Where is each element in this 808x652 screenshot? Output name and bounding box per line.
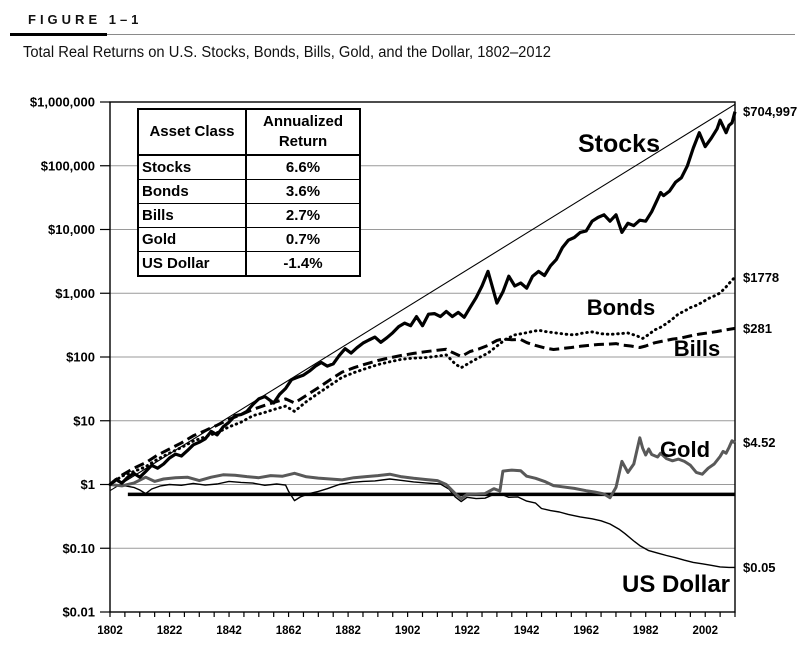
legend-row-stocks: Stocks 6.6%	[137, 154, 361, 180]
legend-return-us-dollar: -1.4%	[245, 251, 361, 277]
dollar-end-value: $0.05	[743, 560, 776, 575]
figure-rule	[10, 33, 795, 36]
legend-asset-bonds: Bonds	[137, 179, 247, 204]
x-axis-label: 1922	[454, 625, 480, 637]
legend-table: Asset Class Annualized Return Stocks 6.6…	[137, 108, 361, 277]
bills-line	[109, 326, 736, 486]
stocks-series-label: Stocks	[578, 130, 660, 158]
stocks-line	[108, 111, 737, 486]
dollar-series-label: US Dollar	[622, 571, 730, 598]
x-axis-label: 1902	[395, 625, 421, 637]
y-axis-label: $1	[81, 477, 95, 492]
legend-return-gold: 0.7%	[245, 227, 361, 252]
x-axis-label: 1862	[276, 625, 302, 637]
bonds-line	[108, 275, 737, 486]
stocks-end-value: $704,997	[743, 104, 797, 119]
gold-line	[109, 436, 736, 501]
y-axis-label: $1,000	[55, 286, 95, 301]
legend-row-us-dollar: US Dollar -1.4%	[137, 251, 361, 277]
legend-row-bonds: Bonds 3.6%	[137, 179, 361, 204]
legend-header-asset-class: Asset Class	[137, 108, 247, 156]
stocks-trend-line	[109, 103, 736, 492]
legend-return-bonds: 3.6%	[245, 179, 361, 204]
x-axis-label: 1822	[157, 625, 183, 637]
bonds-end-value: $1778	[743, 270, 779, 285]
y-axis-label: $10,000	[48, 222, 95, 237]
legend-asset-us-dollar: US Dollar	[137, 251, 247, 277]
y-axis-label: $0.01	[62, 605, 95, 620]
legend-row-bills: Bills 2.7%	[137, 203, 361, 228]
x-axis-label: 1962	[573, 625, 599, 637]
plot-border	[109, 101, 736, 613]
legend-row-gold: Gold 0.7%	[137, 227, 361, 252]
x-axis-label: 1882	[335, 625, 361, 637]
y-axis-label: $100,000	[41, 158, 95, 173]
bonds-series-label: Bonds	[587, 295, 655, 320]
figure-subtitle: Total Real Returns on U.S. Stocks, Bonds…	[23, 44, 551, 61]
y-axis-label: $10	[73, 413, 95, 428]
y-axis-label: $100	[66, 350, 95, 365]
gold-series-label: Gold	[660, 437, 710, 462]
legend-return-stocks: 6.6%	[245, 154, 361, 180]
y-axis-label: $1,000,000	[30, 95, 95, 110]
gold-end-value: $4.52	[743, 435, 776, 450]
legend-header-row: Asset Class Annualized Return	[137, 108, 361, 156]
y-axis-label: $0.10	[62, 541, 95, 556]
legend-header-annualized-return: Annualized Return	[245, 108, 361, 156]
x-axis-label: 1982	[633, 625, 659, 637]
bills-end-value: $281	[743, 321, 772, 336]
figure-label: FIGURE 1–1	[28, 12, 143, 27]
legend-return-bills: 2.7%	[245, 203, 361, 228]
x-axis-label: 1802	[97, 625, 123, 637]
bills-series-label: Bills	[674, 336, 720, 361]
x-axis-label: 2002	[692, 625, 718, 637]
legend-asset-gold: Gold	[137, 227, 247, 252]
x-axis-label: 1942	[514, 625, 540, 637]
x-axis-label: 1842	[216, 625, 242, 637]
legend-asset-bills: Bills	[137, 203, 247, 228]
legend-asset-stocks: Stocks	[137, 154, 247, 180]
dollar-line	[109, 478, 735, 569]
